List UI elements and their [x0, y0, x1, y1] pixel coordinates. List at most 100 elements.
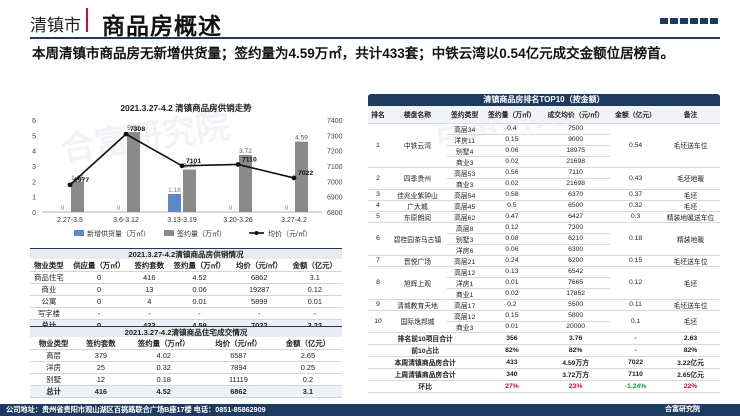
area-cell: 0.01: [482, 277, 542, 289]
table-row: 洋房1 0.01 7665: [368, 277, 720, 289]
summary-row: 上周清镇商品房合计 340 3.72万方 7110 2.65亿元: [368, 368, 720, 381]
area-cell: 0.5: [482, 200, 542, 212]
table-row: 别墅 12 0.18 11119 0.2: [30, 373, 342, 386]
table-row: 8 旭辉上观 高层12 0.13 6542 0.12 毛坯: [368, 266, 720, 300]
table-row: 洋房 25 0.32 7894 0.25: [30, 361, 342, 374]
area-cell: 0.02: [482, 288, 542, 300]
table1-header-row: 物业类型 供应量（万㎡） 签约套数 签约量（万㎡） 均价（元/㎡） 金额（亿元）: [30, 260, 342, 272]
amount-cell: 0.11: [610, 299, 662, 311]
price-cell: 6200: [541, 255, 611, 267]
top10-header-cell: 签约类型: [446, 106, 483, 124]
signed-bar: [295, 141, 308, 212]
rank-cell: 5: [368, 211, 389, 223]
price-cell: 5800: [541, 310, 611, 322]
top10-header-row: 排名 楼盘名称 签约类型 签约量（万㎡） 成交均价（元/㎡） 金额（亿元） 备注: [368, 106, 720, 124]
chart-title: 2021.3.27-4.2 清镇商品房供销走势: [120, 103, 252, 113]
supply-value-label: 0: [61, 205, 65, 212]
area-cell: 0.06: [482, 145, 542, 157]
y-tick-label: 0: [32, 210, 36, 217]
table-cell: 6862: [202, 385, 274, 398]
area-cell: 0.12: [482, 222, 542, 234]
top10-header-cell: 签约量（万㎡）: [482, 106, 542, 124]
price-cell: 9000: [541, 134, 611, 146]
signed-bar: [71, 181, 84, 212]
table-cell: 3.1: [273, 385, 342, 398]
type-cell: 商业3: [446, 178, 483, 190]
table-cell: 4.52: [168, 271, 231, 284]
table-row: 商业1 0.02 17852: [368, 288, 720, 300]
table-cell: 写字楼: [30, 307, 68, 320]
table-cell: 洋房: [30, 361, 78, 374]
table-row: 7 晋悦广场 高层21 0.24 6200 0.15 毛坯送车位: [368, 255, 720, 267]
note-cell: 精装地暖: [661, 222, 720, 256]
y-tick-label: 4: [32, 149, 36, 156]
table-row: 6 碧桂园茶马古镇 高层8 0.12 7300 0.18 精装地暖: [368, 222, 720, 256]
table-row: 10 国际逸邦城 高层12 0.15 5800 0.1 毛坯: [368, 310, 720, 333]
table-cell: 19287: [230, 283, 288, 296]
footer-address: 公司地址：贵州省贵阳市观山湖区百挑路联合广场B座17楼 电话：0851-8586…: [6, 405, 266, 414]
price-cell: 6542: [541, 266, 611, 278]
price-cell: 20000: [541, 321, 611, 333]
legend-supply-swatch: [74, 230, 84, 236]
price-point: [123, 131, 129, 137]
amount-cell: 0.18: [610, 222, 662, 256]
supply-value-label: 0: [229, 205, 233, 212]
y-tick-label: 3: [32, 164, 36, 171]
summary-area: 3.72万方: [541, 368, 611, 381]
price-cell: 21698: [541, 156, 611, 168]
table-cell: 0.25: [273, 361, 342, 374]
y2-tick-label: 6800: [327, 210, 343, 217]
note-cell: 毛坯: [661, 200, 720, 212]
area-cell: 0.13: [482, 266, 542, 278]
type-cell: 洋房6: [446, 244, 483, 256]
project-name-cell: 旭辉上观: [388, 266, 447, 300]
table-cell: 0.06: [168, 283, 231, 296]
table-cell: 0: [67, 283, 131, 296]
note-cell: 精装地暖送车位: [661, 211, 720, 223]
summary-units: 356: [482, 332, 542, 345]
summary-amount: 3.22亿元: [661, 356, 720, 369]
table-row: 商业3 0.01 20000: [368, 321, 720, 333]
table2-header-row: 物业类型 签约套数 签约量（万㎡） 均价（元/㎡） 金额（亿元）: [30, 338, 342, 350]
price-cell: 7500: [541, 123, 611, 135]
table1-title: 2021.3.27-4.2清镇商品房供销情况: [30, 248, 342, 259]
price-point: [179, 163, 185, 169]
x-tick-label: 3.13-3.19: [167, 217, 197, 224]
header-accent: [660, 18, 720, 24]
type-cell: 高层34: [446, 123, 483, 135]
table2-header-cell: 签约套数: [77, 338, 125, 350]
table-cell: 7894: [202, 361, 274, 374]
table-row: 洋房11 0.15 9000: [368, 134, 720, 146]
table2-title: 2021.3.27-4.2清镇商品住宅成交情况: [30, 326, 342, 337]
table-row: 4 广大城 高层45 0.5 6500 0.32 毛坯: [368, 200, 720, 212]
summary-amount: 2.63: [661, 332, 720, 345]
summary-area: 4.59万方: [541, 356, 611, 369]
table-cell: 5899: [230, 295, 288, 308]
y2-tick-label: 7000: [327, 179, 343, 186]
type-cell: 高层17: [446, 299, 483, 311]
table1-header-cell: 物业类型: [30, 260, 68, 272]
y2-tick-label: 7400: [327, 118, 343, 125]
amount-cell: 0.37: [610, 189, 662, 201]
rank-cell: 4: [368, 200, 389, 212]
rank-cell: 3: [368, 189, 389, 201]
table-cell: 416: [77, 385, 125, 398]
table-row: 3 佳兆业紫钟山 高层54 0.58 6370 0.37 毛坯: [368, 189, 720, 201]
summary-amount: 22%: [661, 380, 720, 393]
type-cell: 高层54: [446, 189, 483, 201]
table-row: 公寓 0 4 0.01 5899 0.01: [30, 295, 342, 308]
table-row: 写字楼 - - - - -: [30, 307, 342, 320]
table-cell: 2.65: [273, 349, 342, 362]
note-cell: 毛坯地暖: [661, 167, 720, 190]
table-row: 商品住宅 0 416 4.52 6862 3.1: [30, 271, 342, 284]
amount-cell: 0.43: [610, 167, 662, 190]
summary-area: 23%: [541, 380, 611, 393]
project-name-cell: 国际逸邦城: [388, 310, 447, 333]
price-cell: 6427: [541, 211, 611, 223]
top10-table: 排名 楼盘名称 签约类型 签约量（万㎡） 成交均价（元/㎡） 金额（亿元） 备注 1 中铁云湾高…: [368, 106, 720, 393]
x-tick-label: 2.27-3.5: [57, 217, 83, 224]
note-cell: 毛坯送车位: [661, 123, 720, 168]
summary-price: -1.24%: [610, 380, 662, 393]
price-cell: 21698: [541, 178, 611, 190]
table-cell: 公寓: [30, 295, 68, 308]
